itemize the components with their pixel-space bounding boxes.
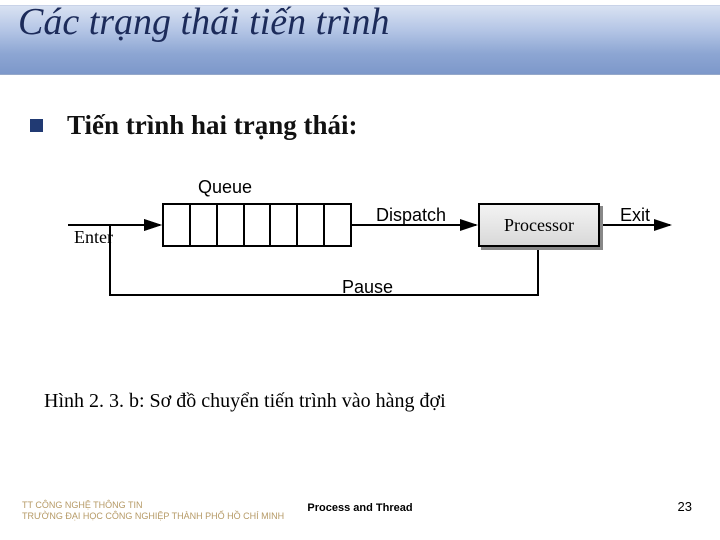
queue-slot	[245, 205, 272, 245]
queue-slot	[325, 205, 350, 245]
footer-center: Process and Thread	[0, 502, 720, 514]
queue-slot	[298, 205, 325, 245]
process-state-diagram: Queue Processor Enter Dispatch Exit Paus…	[50, 175, 670, 335]
processor-label: Processor	[504, 215, 574, 236]
bullet-square-icon	[30, 119, 43, 132]
enter-label: Enter	[74, 227, 113, 248]
queue-box	[162, 203, 352, 247]
queue-slot	[191, 205, 218, 245]
subtitle-row: Tiến trình hai trạng thái:	[30, 110, 358, 141]
queue-slot	[164, 205, 191, 245]
queue-slot	[271, 205, 298, 245]
figure-caption: Hình 2. 3. b: Sơ đồ chuyển tiến trình và…	[44, 390, 446, 413]
exit-label: Exit	[620, 205, 650, 226]
dispatch-label: Dispatch	[376, 205, 446, 226]
diagram-arrows	[50, 175, 690, 335]
pause-label: Pause	[342, 277, 393, 298]
footer-page-number: 23	[678, 499, 692, 514]
queue-slot	[218, 205, 245, 245]
processor-box: Processor	[478, 203, 600, 247]
queue-label: Queue	[198, 177, 252, 198]
slide-title: Các trạng thái tiến trình	[18, 0, 390, 44]
subtitle-text: Tiến trình hai trạng thái:	[67, 110, 358, 141]
